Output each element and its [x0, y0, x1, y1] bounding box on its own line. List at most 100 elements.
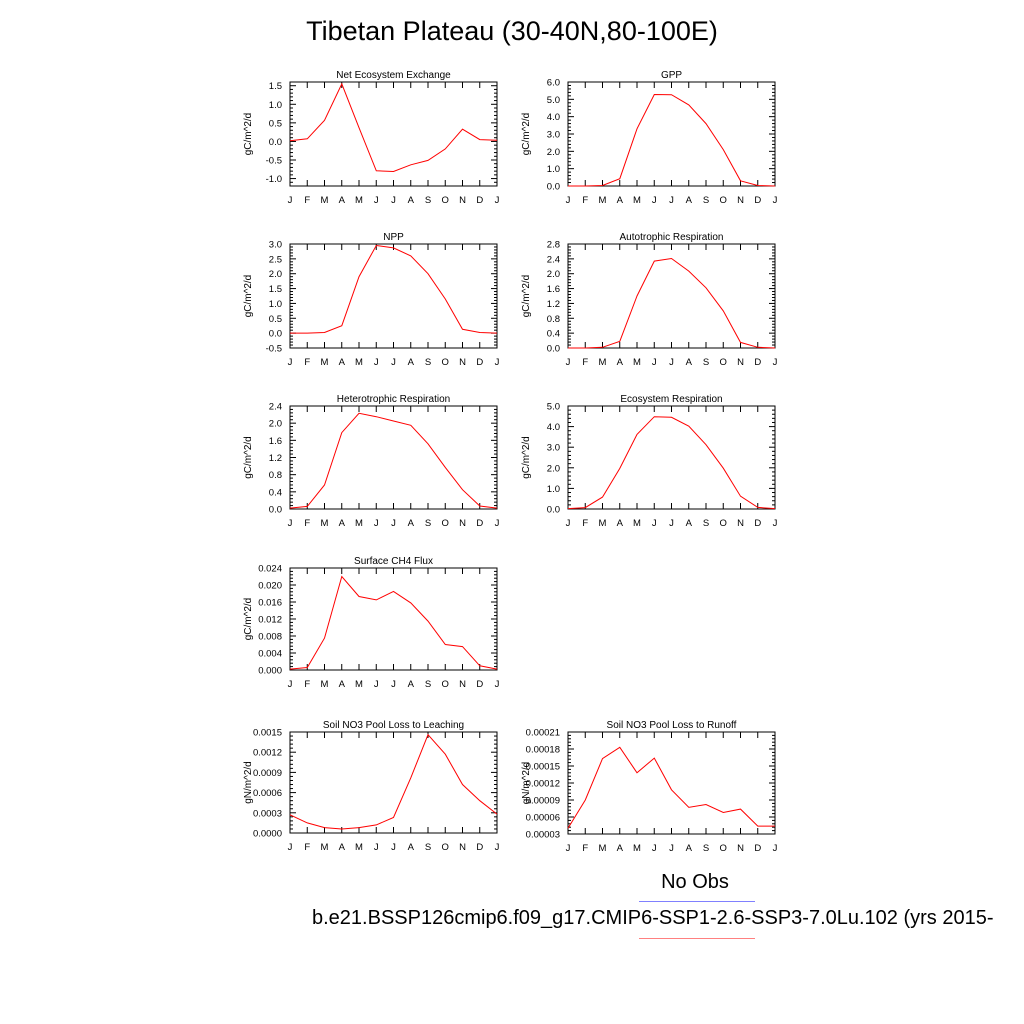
x-tick-label: S [425, 842, 431, 853]
x-tick-label: O [442, 679, 449, 690]
x-tick-label: A [339, 679, 346, 690]
x-tick-label: J [773, 518, 778, 529]
y-tick-label: 1.0 [269, 100, 282, 111]
chart-4: Autotrophic Respiration gC/m^2/d 0.0 0.4 0.8… [521, 232, 778, 368]
legend-case-name: b.e21.BSSP126cmip6.f09_g17.CMIP6-SSP1-2.… [312, 907, 994, 929]
y-axis-label: gN/m^2/d [521, 762, 532, 805]
x-tick-label: M [633, 195, 641, 206]
x-tick-label: A [686, 357, 693, 368]
x-tick-label: J [495, 357, 500, 368]
y-tick-label: 0.00009 [526, 796, 560, 807]
x-tick-label: N [737, 518, 744, 529]
x-tick-label: J [495, 195, 500, 206]
y-tick-label: 0.5 [269, 118, 282, 129]
chart-title: Autotrophic Respiration [620, 232, 724, 243]
x-tick-label: N [459, 357, 466, 368]
x-tick-label: F [582, 843, 588, 854]
y-tick-label: 0.5 [269, 314, 282, 325]
y-tick-label: 2.5 [269, 254, 282, 265]
y-tick-label: 0.0 [269, 329, 282, 340]
y-tick-label: 0.0 [547, 182, 560, 193]
y-tick-label: 1.0 [547, 164, 560, 175]
chart-title: Surface CH4 Flux [354, 556, 433, 567]
x-tick-label: A [617, 195, 624, 206]
y-tick-label: 0.0003 [253, 808, 282, 819]
x-tick-label: A [686, 195, 693, 206]
x-tick-label: J [669, 843, 674, 854]
x-tick-label: M [321, 679, 329, 690]
x-tick-label: N [737, 195, 744, 206]
y-tick-label: 0.00015 [526, 762, 560, 773]
y-tick-label: 2.0 [547, 269, 560, 280]
x-tick-label: D [754, 357, 761, 368]
y-tick-label: 0.4 [269, 487, 282, 498]
y-axis-label: gC/m^2/d [521, 113, 532, 156]
x-tick-label: J [288, 195, 293, 206]
y-tick-label: 0.0012 [253, 748, 282, 759]
x-tick-label: J [374, 518, 379, 529]
y-tick-label: 0.00018 [526, 745, 560, 756]
x-tick-label: A [408, 195, 415, 206]
x-tick-label: N [737, 357, 744, 368]
x-tick-label: J [566, 195, 571, 206]
x-tick-label: J [391, 195, 396, 206]
x-tick-label: J [391, 518, 396, 529]
x-tick-label: F [304, 679, 310, 690]
plot-frame [567, 405, 776, 510]
x-tick-label: S [703, 843, 709, 854]
y-tick-label: 1.6 [269, 436, 282, 447]
y-tick-label: 2.8 [547, 240, 560, 251]
x-tick-label: A [408, 357, 415, 368]
chart-title: GPP [661, 70, 682, 81]
x-tick-label: N [459, 842, 466, 853]
y-tick-label: -0.5 [266, 344, 282, 355]
y-tick-label: 6.0 [547, 78, 560, 89]
y-tick-label: 1.5 [269, 284, 282, 295]
x-tick-label: M [355, 195, 363, 206]
chart-8: Soil NO3 Pool Loss to LeachinggN/m^2/d0.… [243, 720, 500, 853]
x-tick-label: A [617, 518, 624, 529]
x-tick-label: J [669, 195, 674, 206]
y-tick-label: 0.0006 [253, 788, 282, 799]
x-tick-label: O [442, 842, 449, 853]
y-tick-label: 2.0 [269, 269, 282, 280]
x-tick-label: M [355, 518, 363, 529]
chart-9: Soil NO3 Pool Loss to RunoffgN/m^2/d0.00… [521, 720, 778, 854]
y-tick-label: 1.5 [269, 81, 282, 92]
x-tick-label: F [304, 357, 310, 368]
plot-frame [567, 243, 776, 349]
y-tick-label: 0.00012 [526, 779, 560, 790]
x-tick-label: M [355, 842, 363, 853]
x-tick-label: A [339, 195, 346, 206]
x-tick-label: J [288, 842, 293, 853]
y-tick-label: 0.00006 [526, 813, 560, 824]
x-tick-label: M [599, 195, 607, 206]
x-tick-label: M [321, 195, 329, 206]
x-tick-label: A [339, 357, 346, 368]
series-line [567, 746, 775, 829]
x-tick-label: J [495, 679, 500, 690]
y-tick-label: 1.2 [547, 299, 560, 310]
x-tick-label: M [321, 842, 329, 853]
y-tick-label: 2.4 [269, 402, 282, 413]
x-tick-label: F [582, 357, 588, 368]
legend-obs-line [639, 901, 755, 902]
x-tick-label: J [374, 195, 379, 206]
y-axis-label: gC/m^2/d [243, 436, 254, 479]
x-tick-label: J [773, 843, 778, 854]
x-tick-label: A [408, 518, 415, 529]
x-tick-label: J [566, 518, 571, 529]
y-tick-label: 0.0 [547, 505, 560, 516]
y-tick-label: 4.0 [547, 112, 560, 123]
x-tick-label: J [669, 357, 674, 368]
x-tick-label: A [408, 679, 415, 690]
x-tick-label: M [633, 357, 641, 368]
x-tick-label: A [339, 518, 346, 529]
x-tick-label: J [288, 518, 293, 529]
x-tick-label: S [703, 357, 709, 368]
x-tick-label: N [459, 518, 466, 529]
y-axis-label: gC/m^2/d [243, 275, 254, 318]
x-tick-label: J [288, 679, 293, 690]
x-tick-label: D [476, 842, 483, 853]
x-tick-label: O [442, 518, 449, 529]
